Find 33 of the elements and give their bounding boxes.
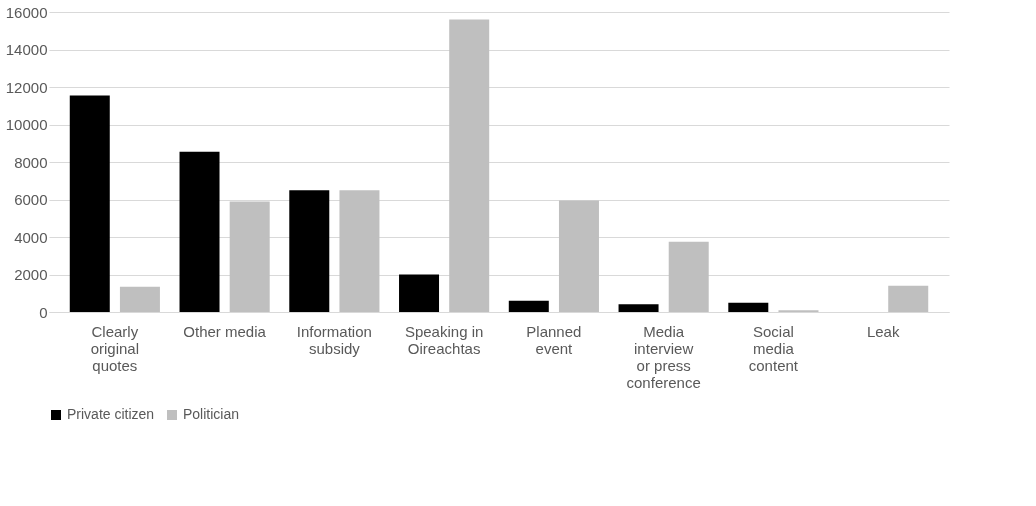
bar: [339, 190, 380, 312]
y-tick-label: 6000: [14, 191, 48, 208]
bar: [119, 286, 160, 312]
bar: [728, 302, 769, 312]
y-tick-label: 0: [39, 303, 48, 321]
legend-label: Politician: [183, 406, 240, 422]
y-tick-label: 8000: [14, 153, 48, 171]
y-tick-label: 14000: [5, 41, 48, 58]
y-tick-label: 12000: [5, 78, 48, 96]
x-tick-label: Leak: [866, 322, 900, 340]
bar: [558, 200, 599, 312]
bar: [618, 304, 659, 312]
bar: [888, 285, 929, 312]
y-tick-label: 16000: [5, 3, 48, 21]
bar: [668, 241, 709, 312]
y-tick-label: 4000: [14, 228, 48, 246]
x-tick-label: Social media content: [748, 322, 799, 374]
x-tick-label: Speaking in Oireachtas: [404, 322, 484, 357]
legend-label: Private citizen: [67, 406, 155, 422]
bar: [229, 201, 270, 312]
bar: [399, 274, 440, 312]
bar: [449, 19, 490, 312]
bar: [69, 95, 110, 312]
bar: [289, 190, 330, 312]
x-tick-label: Information subsidy: [296, 322, 372, 357]
bar: [508, 300, 549, 312]
x-tick-label: Clearly original quotes: [90, 322, 140, 374]
x-tick-label: Planned event: [526, 322, 582, 357]
y-tick-label: 2000: [14, 266, 48, 283]
x-tick-label: Media interview or press conference: [626, 322, 701, 391]
x-tick-label: Other media: [183, 322, 267, 340]
bar: [179, 151, 220, 312]
y-tick-label: 10000: [5, 116, 48, 133]
